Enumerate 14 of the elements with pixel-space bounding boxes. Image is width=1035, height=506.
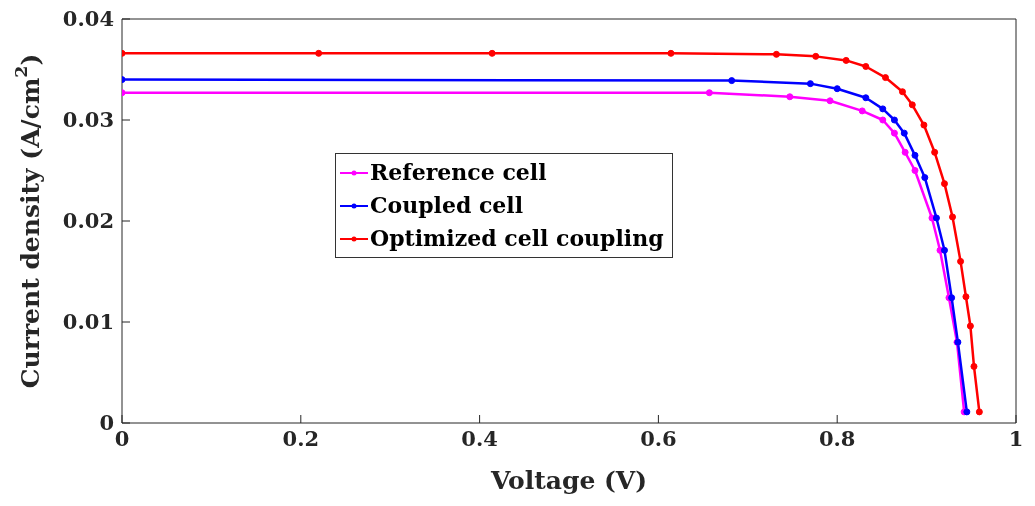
- y-tick-label: 0.04: [62, 6, 114, 32]
- x-tick-label: 0.2: [282, 425, 320, 451]
- y-tick-label: 0.01: [62, 309, 114, 335]
- y-tick-label: 0.03: [62, 107, 114, 133]
- legend-label: Coupled cell: [369, 191, 525, 220]
- legend-label: Optimized cell coupling: [369, 224, 664, 253]
- y-tick-label: 0.02: [62, 208, 114, 234]
- x-tick-label: 0.8: [818, 425, 856, 451]
- x-tick-label: 0: [114, 425, 130, 451]
- legend-label: Reference cell: [369, 158, 548, 187]
- x-tick-label: 1: [1008, 425, 1024, 451]
- x-tick-label: 0.4: [461, 425, 498, 451]
- x-axis-title: Voltage (V): [489, 466, 648, 495]
- x-tick-label: 0.6: [640, 425, 677, 451]
